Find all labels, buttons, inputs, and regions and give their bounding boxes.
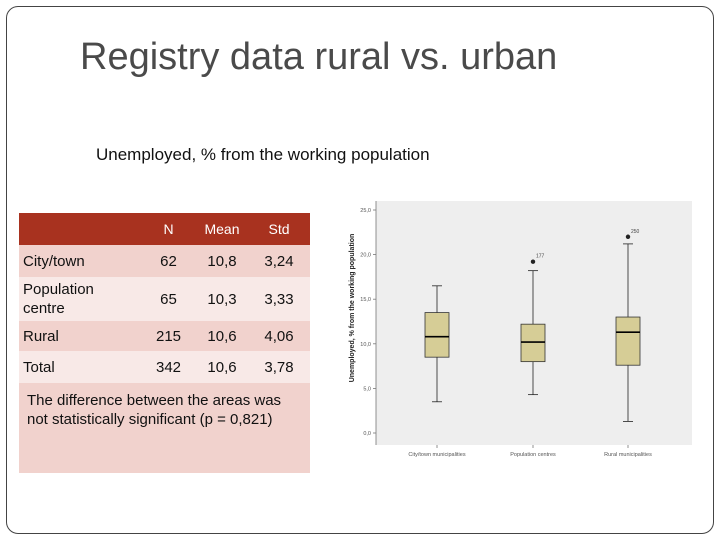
row-mean: 10,3 [196, 277, 248, 321]
y-axis-title: Unemployed, % from the working populatio… [349, 234, 356, 383]
row-label: Total [19, 351, 141, 383]
y-tick-label: 20,0 [360, 253, 371, 259]
table-row: Rural 215 10,6 4,06 [19, 321, 310, 351]
y-tick-label: 25,0 [360, 208, 371, 214]
table-note-row: The difference between the areas was not… [19, 383, 310, 473]
box [520, 323, 546, 363]
boxplot-chart: 25,0 20,0 15,0 10,0 5,0 0,0 Unemployed, % from… [343, 197, 695, 462]
row-std: 4,06 [248, 321, 310, 351]
outlier-label: 250 [631, 229, 640, 235]
outlier-label: 177 [536, 254, 545, 260]
row-std: 3,33 [248, 277, 310, 321]
box [424, 312, 450, 358]
header-cell-std: Std [248, 213, 310, 245]
x-tick-label: City/town municipalities [408, 452, 465, 458]
x-tick-label: Population centres [510, 452, 556, 458]
header-cell-label [19, 213, 141, 245]
row-n: 342 [141, 351, 196, 383]
header-cell-n: N [141, 213, 196, 245]
table-row: Population centre 65 10,3 3,33 [19, 277, 310, 321]
row-label: City/town [19, 245, 141, 277]
plot-background [376, 201, 692, 445]
row-mean: 10,8 [196, 245, 248, 277]
x-tick-label: Rural municipalities [604, 452, 652, 458]
row-n: 65 [141, 277, 196, 321]
table-row: City/town 62 10,8 3,24 [19, 245, 310, 277]
stats-table: N Mean Std City/town 62 10,8 3,24 Popula… [19, 213, 310, 473]
row-std: 3,24 [248, 245, 310, 277]
slide-frame [6, 6, 714, 534]
y-tick-label: 10,0 [360, 342, 371, 348]
y-tick-label: 0,0 [363, 431, 371, 437]
row-label: Rural [19, 321, 141, 351]
row-n: 215 [141, 321, 196, 351]
y-tick-label: 5,0 [363, 386, 371, 392]
y-tick-label: 15,0 [360, 297, 371, 303]
row-mean: 10,6 [196, 351, 248, 383]
row-label: Population centre [19, 277, 141, 321]
outlier-point [625, 234, 631, 239]
chart-subtitle: Unemployed, % from the working populatio… [96, 145, 430, 164]
box [615, 316, 641, 366]
row-n: 62 [141, 245, 196, 277]
row-mean: 10,6 [196, 321, 248, 351]
outlier-point [530, 259, 536, 264]
row-std: 3,78 [248, 351, 310, 383]
boxplot-svg: 25,0 20,0 15,0 10,0 5,0 0,0 Unemployed, % from… [349, 201, 692, 458]
table-header-row: N Mean Std [19, 213, 310, 245]
table-row: Total 342 10,6 3,78 [19, 351, 310, 383]
significance-note: The difference between the areas was not… [19, 383, 310, 473]
slide-title: Registry data rural vs. urban [80, 36, 558, 78]
header-cell-mean: Mean [196, 213, 248, 245]
